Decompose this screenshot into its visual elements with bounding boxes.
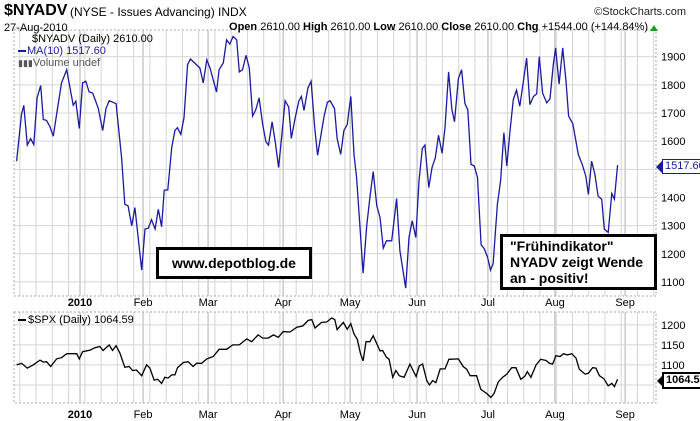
spx-last-value-flag: 1064.59 bbox=[657, 372, 700, 389]
close-value: 2610.00 bbox=[474, 21, 515, 33]
spx-plot-frame bbox=[13, 311, 657, 404]
spx-x-tick-label: Sep bbox=[615, 409, 635, 421]
ma-x-tick-label: May bbox=[340, 297, 361, 309]
comment-line-1: "Frühindikator" bbox=[510, 238, 614, 254]
spx-x-tick-label: Jun bbox=[408, 409, 426, 421]
spx-x-tick-label: May bbox=[340, 409, 361, 421]
spx-series-line bbox=[16, 317, 619, 399]
ma-swatch-icon bbox=[18, 50, 26, 53]
ma-plot-frame bbox=[13, 29, 657, 297]
spx-x-tick-label: Mar bbox=[199, 409, 218, 421]
site-annotation: www.depotblog.de bbox=[156, 247, 312, 279]
ma-y-tick-label: 1400 bbox=[661, 192, 685, 204]
legend-ma: MA(10) 1517.60 bbox=[18, 45, 106, 57]
open-value: 2610.00 bbox=[260, 21, 300, 33]
ma-y-tick-label: 1800 bbox=[661, 80, 685, 92]
symbol-title: $NYADV bbox=[4, 2, 68, 19]
ma-series-line bbox=[15, 35, 619, 289]
ma-y-tick-label: 1600 bbox=[661, 136, 685, 148]
open-label: Open bbox=[229, 21, 258, 33]
spx-y-tick-label: 1150 bbox=[661, 340, 685, 352]
spx-swatch-icon bbox=[18, 319, 26, 322]
spx-x-tick-label: Jul bbox=[481, 409, 495, 421]
chg-label: Chg bbox=[517, 21, 539, 33]
legend-volume-label: Volume undef bbox=[32, 57, 101, 69]
ma-x-tick-label: Feb bbox=[134, 297, 153, 309]
ma-x-tick-label: 2010 bbox=[68, 297, 92, 309]
ma-y-tick-label: 1700 bbox=[661, 108, 685, 120]
ohlc-summary: Open 2610.00 High 2610.00 Low 2610.00 Cl… bbox=[229, 21, 648, 34]
ma-last-value-flag: 1517.60 bbox=[656, 159, 700, 174]
ma-x-tick-label: Mar bbox=[199, 297, 218, 309]
comment-annotation: "Frühindikator" NYADV zeigt Wende an - p… bbox=[500, 234, 657, 290]
high-label: High bbox=[303, 21, 328, 33]
ma-y-tick-label: 1100 bbox=[661, 277, 685, 289]
ma-y-tick-label: 1200 bbox=[661, 249, 685, 261]
ma-x-tick-label: Apr bbox=[275, 297, 292, 309]
copyright: ©StockCharts.com bbox=[594, 6, 686, 18]
spx-x-tick-label: Aug bbox=[545, 409, 565, 421]
low-label: Low bbox=[373, 21, 396, 33]
spx-x-tick-label: Apr bbox=[275, 409, 292, 421]
ma-x-tick-label: Jul bbox=[481, 297, 495, 309]
legend-main: $NYADV (Daily) 2610.00 bbox=[32, 33, 153, 45]
comment-line-3: an - positiv! bbox=[510, 270, 589, 286]
symbol-description: (NYSE - Issues Advancing) INDX bbox=[70, 5, 247, 19]
spx-y-tick-label: 1100 bbox=[661, 360, 685, 372]
comment-line-2: NYADV zeigt Wende bbox=[510, 254, 644, 270]
high-value: 2610.00 bbox=[330, 21, 371, 33]
low-value: 2610.00 bbox=[398, 21, 439, 33]
ma-y-tick-label: 1900 bbox=[661, 52, 685, 64]
legend-volume: ▮▮▮Volume undef bbox=[18, 57, 100, 69]
chart-date: 27-Aug-2010 bbox=[4, 22, 68, 34]
spx-x-tick-label: 2010 bbox=[68, 409, 92, 421]
chg-value: +1544.00 (+144.84%) bbox=[541, 21, 648, 33]
ma-x-tick-label: Aug bbox=[545, 297, 565, 309]
spx-x-tick-label: Feb bbox=[134, 409, 153, 421]
spx-y-tick-label: 1200 bbox=[661, 320, 685, 332]
volume-bars-icon: ▮▮▮ bbox=[18, 58, 33, 68]
ma-y-tick-label: 1300 bbox=[661, 221, 685, 233]
up-arrow-icon bbox=[650, 25, 658, 31]
legend-spx-label: $SPX (Daily) 1064.59 bbox=[28, 314, 134, 326]
close-label: Close bbox=[441, 21, 472, 33]
legend-spx: $SPX (Daily) 1064.59 bbox=[18, 314, 134, 326]
ma-x-tick-label: Sep bbox=[615, 297, 635, 309]
legend-ma-label: MA(10) 1517.60 bbox=[27, 45, 106, 57]
ma-x-tick-label: Jun bbox=[408, 297, 426, 309]
